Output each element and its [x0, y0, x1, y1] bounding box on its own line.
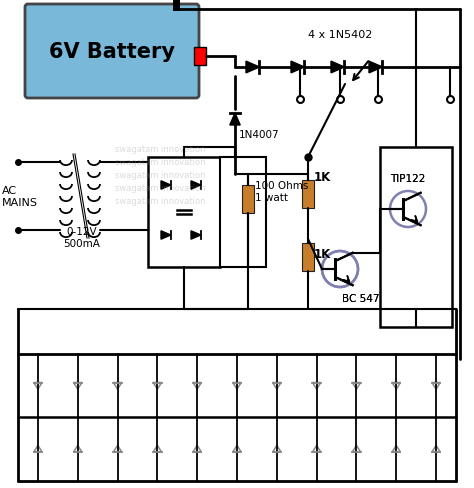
- Text: BC 547: BC 547: [342, 293, 380, 304]
- Bar: [380, 148, 452, 327]
- Text: TIP122: TIP122: [390, 174, 425, 183]
- Bar: [302, 181, 314, 208]
- Bar: [242, 185, 254, 214]
- Text: 6V Battery: 6V Battery: [49, 42, 175, 62]
- Text: swagatam innovation: swagatam innovation: [115, 171, 205, 180]
- Text: 1K: 1K: [314, 247, 331, 261]
- Polygon shape: [291, 62, 304, 74]
- Text: 1K: 1K: [314, 171, 331, 183]
- Polygon shape: [161, 231, 171, 240]
- Text: 100 Ohms
1 watt: 100 Ohms 1 watt: [255, 181, 309, 203]
- Bar: [194, 47, 206, 65]
- Text: TIP122: TIP122: [390, 174, 425, 183]
- Text: 4 x 1N5402: 4 x 1N5402: [308, 30, 372, 40]
- Text: swagatam innovation: swagatam innovation: [115, 197, 205, 205]
- FancyBboxPatch shape: [25, 5, 199, 99]
- Polygon shape: [246, 62, 259, 74]
- Polygon shape: [230, 114, 240, 126]
- Polygon shape: [161, 182, 171, 190]
- Polygon shape: [369, 62, 383, 74]
- Text: AC
MAINS: AC MAINS: [2, 186, 38, 207]
- Polygon shape: [191, 182, 201, 190]
- Bar: [242, 185, 254, 214]
- Text: BC 547: BC 547: [342, 293, 380, 304]
- Bar: [302, 244, 314, 271]
- Bar: [148, 158, 220, 267]
- Polygon shape: [331, 62, 345, 74]
- Bar: [220, 158, 266, 267]
- Text: 1N4007: 1N4007: [239, 130, 280, 140]
- Text: swagatam innovation: swagatam innovation: [115, 183, 205, 193]
- Text: swagatam innovation: swagatam innovation: [115, 145, 205, 154]
- Polygon shape: [191, 231, 201, 240]
- Text: 0-12V
500mA: 0-12V 500mA: [64, 227, 100, 248]
- Text: swagatam innovation: swagatam innovation: [115, 158, 205, 167]
